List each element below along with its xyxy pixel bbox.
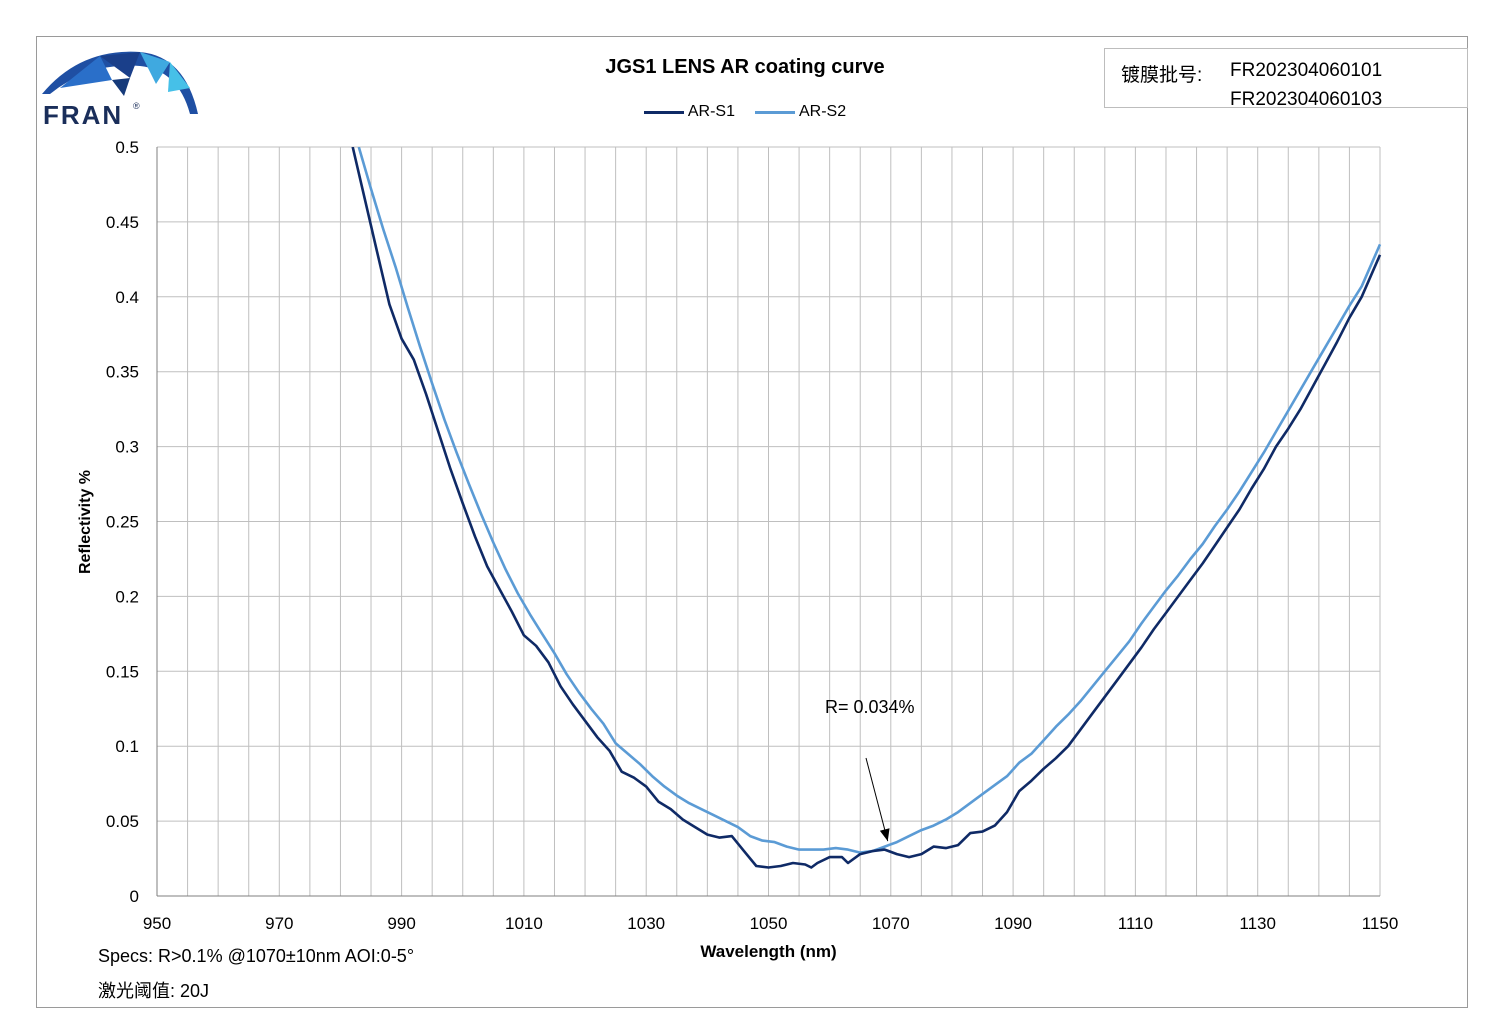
y-tick-label: 0.2 xyxy=(115,587,139,606)
laser-threshold-note: 激光阈值: 20J xyxy=(98,981,210,1001)
x-tick-label: 1090 xyxy=(994,914,1032,933)
legend-swatch-s1 xyxy=(643,110,684,114)
legend-label-s1: AR-S1 xyxy=(687,103,735,120)
y-tick-label: 0.05 xyxy=(106,812,139,831)
annotation-arrow-head xyxy=(879,828,890,842)
y-tick-label: 0.4 xyxy=(115,288,139,307)
legend: AR-S1 AR-S2 xyxy=(0,103,1490,121)
batch-label: 镀膜批号: xyxy=(1121,65,1203,86)
batch-number-2: FR202304060103 xyxy=(1230,89,1383,110)
batch-number-box: 镀膜批号: FR202304060101 FR202304060103 xyxy=(1104,48,1468,110)
specs-note: Specs: R>0.1% @1070±10nm AOI:0-5° xyxy=(98,946,415,966)
series-line-ar-s1 xyxy=(351,147,1382,869)
logo-brand-text: FRAN xyxy=(43,100,124,130)
y-tick-label: 0.35 xyxy=(106,363,139,382)
y-tick-label: 0.5 xyxy=(115,138,139,157)
chart-frame xyxy=(36,36,1468,1008)
chart-title: JGS1 LENS AR coating curve xyxy=(605,56,885,78)
annotation-arrow-line xyxy=(865,757,889,842)
x-tick-label: 1070 xyxy=(872,914,910,933)
y-tick-label: 0.1 xyxy=(115,737,139,756)
legend-item-s2: AR-S2 xyxy=(755,103,846,121)
x-tick-label: 1050 xyxy=(750,914,788,933)
logo-registered-mark: ® xyxy=(133,101,140,111)
legend-label-s2: AR-S2 xyxy=(799,103,847,120)
y-tick-label: 0.3 xyxy=(115,438,139,457)
y-tick-label: 0 xyxy=(130,887,139,906)
fran-logo xyxy=(40,48,200,123)
x-tick-label: 950 xyxy=(143,914,171,933)
x-tick-label: 970 xyxy=(265,914,293,933)
y-tick-label: 0.45 xyxy=(106,213,139,232)
x-tick-label: 1030 xyxy=(627,914,665,933)
y-tick-label: 0.25 xyxy=(106,513,139,532)
legend-swatch-s2 xyxy=(755,110,795,114)
x-axis-label: Wavelength (nm) xyxy=(700,942,837,961)
y-axis-label: Reflectivity % xyxy=(77,469,94,575)
batch-number-1: FR202304060101 xyxy=(1230,60,1383,81)
legend-item-s1: AR-S1 xyxy=(643,103,735,121)
annotation-text: R= 0.034% xyxy=(825,697,915,717)
x-tick-label: 1130 xyxy=(1239,914,1276,933)
x-tick-label: 1110 xyxy=(1118,914,1153,933)
x-tick-label: 1150 xyxy=(1362,914,1399,933)
x-tick-label: 1010 xyxy=(505,914,543,933)
y-tick-label: 0.15 xyxy=(106,662,139,681)
x-tick-label: 990 xyxy=(387,914,415,933)
